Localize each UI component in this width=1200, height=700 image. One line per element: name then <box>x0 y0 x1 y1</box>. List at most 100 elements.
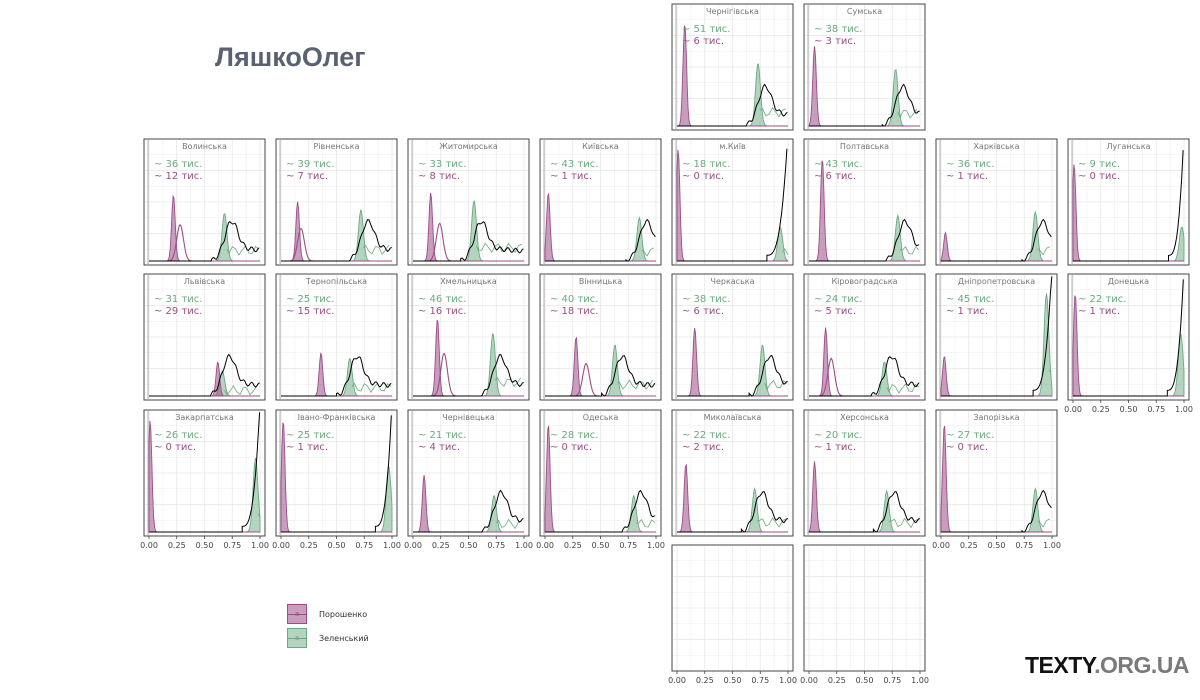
label-poroshenko: ~ 16 тис. <box>418 306 466 317</box>
x-tick-label: 0.75 <box>619 541 637 550</box>
label-poroshenko: ~ 6 тис. <box>814 171 856 182</box>
x-tick-label: 0.25 <box>696 676 714 685</box>
total-line <box>413 354 524 397</box>
x-tick-label: 0.00 <box>1064 405 1082 414</box>
total-line <box>545 218 656 262</box>
panel-title: Дніпропетровська <box>958 277 1035 286</box>
total-line <box>1073 279 1184 397</box>
x-tick-label: 0.75 <box>355 541 373 550</box>
total-line <box>809 491 921 533</box>
x-tick-label: 0.50 <box>592 541 610 550</box>
zelensky-trace <box>635 518 656 528</box>
x-tick-label: 0.25 <box>432 541 450 550</box>
label-zelensky: ~ 33 тис. <box>418 159 466 170</box>
facet-panel: Закарпатська ~ 26 тис.~ 0 тис. 0.00 0.25 0.5… <box>140 409 269 550</box>
label-poroshenko: ~ 2 тис. <box>682 442 724 453</box>
facet-panel: м.Київ ~ 18 тис.~ 0 тис. <box>671 138 794 266</box>
label-poroshenko: ~ 1 тис. <box>946 306 988 317</box>
zelensky-trace <box>257 513 261 518</box>
x-tick-label: 0.25 <box>564 541 582 550</box>
label-poroshenko: ~ 6 тис. <box>682 36 724 47</box>
label-poroshenko: ~ 1 тис. <box>550 171 592 182</box>
panel-title: Сумська <box>847 7 882 16</box>
facet-panel: Чернівецька ~ 21 тис.~ 4 тис. 0.00 0.25 0.50… <box>404 409 533 550</box>
facet-panel: Івано-Франківська ~ 25 тис.~ 1 тис. 0.00 0.… <box>272 409 401 550</box>
label-zelensky: ~ 22 тис. <box>1078 294 1126 305</box>
panel-title: Кіровоградська <box>831 277 897 286</box>
facet-panel: Миколаївська ~ 22 тис.~ 2 тис. <box>671 409 794 537</box>
label-zelensky: ~ 36 тис. <box>946 159 994 170</box>
label-zelensky: ~ 46 тис. <box>418 294 466 305</box>
panel-title: Вінницька <box>579 277 622 286</box>
x-tick-label: 0.75 <box>223 541 241 550</box>
x-tick-label: 0.00 <box>668 676 686 685</box>
x-tick-label: 0.50 <box>328 541 346 550</box>
label-poroshenko: ~ 12 тис. <box>154 171 202 182</box>
label-zelensky: ~ 36 тис. <box>154 159 202 170</box>
x-tick-label: 0.75 <box>1147 405 1165 414</box>
panel-title: Чернігівська <box>706 7 759 16</box>
facet-panel: Черкаська ~ 38 тис.~ 6 тис. <box>671 273 794 401</box>
label-poroshenko: ~ 0 тис. <box>682 171 724 182</box>
label-poroshenko: ~ 0 тис. <box>946 442 988 453</box>
label-zelensky: ~ 31 тис. <box>154 294 202 305</box>
label-zelensky: ~ 39 тис. <box>286 159 334 170</box>
total-line <box>941 218 1052 262</box>
panel-title: Донецька <box>1108 277 1149 286</box>
panel-title: Івано-Франківська <box>298 413 376 422</box>
total-line <box>149 353 260 397</box>
legend-item-poroshenko: a Порошенко <box>287 602 369 626</box>
x-tick-label: 1.00 <box>383 541 401 550</box>
x-tick-label: 0.00 <box>932 541 950 550</box>
panel-title: Луганська <box>1107 142 1151 151</box>
zelensky-trace <box>224 385 258 396</box>
zelensky-trace <box>764 379 788 391</box>
panel-title: Харківська <box>973 142 1019 151</box>
panel-title: Херсонська <box>840 413 889 422</box>
label-zelensky: ~ 25 тис. <box>286 294 334 305</box>
label-zelensky: ~ 38 тис. <box>814 24 862 35</box>
x-tick-label: 0.75 <box>1015 541 1033 550</box>
facet-panel: Полтавська ~ 43 тис.~ 6 тис. <box>803 138 926 266</box>
x-tick-label: 0.25 <box>168 541 186 550</box>
total-line <box>941 276 1053 397</box>
panel-title: Рівненська <box>314 142 360 151</box>
x-tick-label: 0.50 <box>988 541 1006 550</box>
legend-key-poroshenko: a <box>287 604 307 624</box>
brand-logo[interactable]: TEXTY.ORG.UA <box>1025 652 1189 679</box>
page-title: ЛяшкоОлег <box>215 42 366 72</box>
label-zelensky: ~ 27 тис. <box>946 430 994 441</box>
x-tick-label: 1.00 <box>647 541 665 550</box>
zelensky-trace <box>888 517 918 529</box>
x-tick-label: 1.00 <box>779 676 797 685</box>
total-line <box>413 221 524 262</box>
label-zelensky: ~ 45 тис. <box>946 294 994 305</box>
facet-panel: Рівненська ~ 39 тис.~ 7 тис. <box>275 138 398 266</box>
total-line <box>281 219 392 262</box>
label-poroshenko: ~ 8 тис. <box>418 171 460 182</box>
zelensky-trace <box>756 517 786 528</box>
x-tick-label: 1.00 <box>515 541 533 550</box>
label-zelensky: ~ 18 тис. <box>682 159 730 170</box>
total-line <box>809 218 920 262</box>
facet-panel: Донецька ~ 22 тис.~ 1 тис. 0.00 0.25 0.50 0.7… <box>1064 273 1193 414</box>
x-tick-label: 0.00 <box>140 541 158 550</box>
total-line <box>149 412 261 533</box>
panel-title: Київська <box>582 142 619 151</box>
facet-panel: 0.00 0.25 0.50 0.75 1.00 <box>668 544 797 685</box>
x-tick-label: 0.50 <box>856 676 874 685</box>
total-line <box>677 148 788 262</box>
panel-title: Тернопільська <box>305 277 367 286</box>
label-poroshenko: ~ 0 тис. <box>550 442 592 453</box>
zelensky-trace <box>641 247 654 257</box>
x-tick-label: 1.00 <box>1043 541 1061 550</box>
x-tick-label: 0.75 <box>883 676 901 685</box>
facet-panel: Кіровоградська ~ 24 тис.~ 5 тис. <box>803 273 926 401</box>
facet-panel: Сумська ~ 38 тис.~ 3 тис. <box>803 3 926 131</box>
zelensky-trace <box>1037 246 1050 256</box>
label-zelensky: ~ 22 тис. <box>682 430 730 441</box>
x-tick-label: 0.25 <box>300 541 318 550</box>
x-tick-label: 0.50 <box>724 676 742 685</box>
zelensky-trace <box>782 248 789 256</box>
